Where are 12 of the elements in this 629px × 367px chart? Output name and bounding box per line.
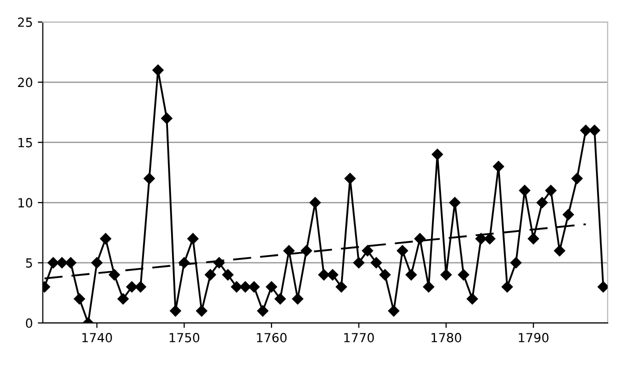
x-tick-label: 1780 — [432, 332, 462, 342]
x-tick-label: 1760 — [256, 332, 287, 342]
x-tick-label: 1750 — [170, 332, 200, 342]
x-tick-label: 1770 — [344, 332, 374, 342]
x-tick-label: 1790 — [518, 332, 548, 342]
y-tick-label: 15 — [18, 138, 32, 148]
x-tick-label: 1740 — [82, 332, 112, 342]
y-tick-label: 5 — [26, 258, 32, 268]
y-tick-label: 25 — [18, 17, 32, 27]
y-tick-label: 10 — [18, 198, 32, 208]
y-tick-label: 20 — [18, 78, 32, 88]
y-tick-label: 0 — [26, 318, 32, 328]
